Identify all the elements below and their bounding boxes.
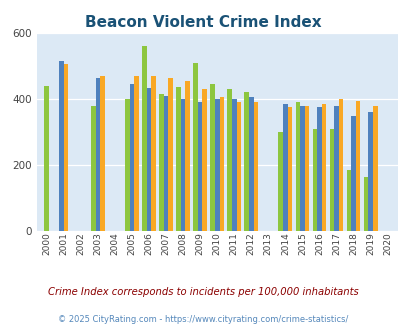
Bar (316, 107, 321, 231)
Bar (59, 61, 64, 231)
Bar (210, 84, 214, 231)
Bar (278, 132, 282, 231)
Bar (142, 46, 146, 231)
Bar (231, 99, 236, 231)
Bar (372, 106, 377, 231)
Bar (163, 96, 168, 231)
Bar (227, 89, 231, 231)
Bar (253, 102, 258, 231)
Bar (95, 78, 100, 231)
Bar (193, 63, 197, 231)
Bar (129, 84, 134, 231)
Bar (168, 78, 173, 231)
Bar (180, 99, 185, 231)
Text: Beacon Violent Crime Index: Beacon Violent Crime Index (85, 15, 320, 30)
Bar (100, 76, 104, 231)
Bar (338, 99, 343, 231)
Bar (176, 87, 180, 231)
Bar (333, 106, 338, 231)
Bar (304, 106, 309, 231)
Bar (350, 115, 355, 231)
Bar (236, 102, 241, 231)
Bar (329, 129, 333, 231)
Bar (355, 101, 360, 231)
Bar (282, 104, 287, 231)
Bar (248, 97, 253, 231)
Bar (219, 97, 224, 231)
Text: © 2025 CityRating.com - https://www.cityrating.com/crime-statistics/: © 2025 CityRating.com - https://www.city… (58, 315, 347, 324)
Bar (91, 106, 95, 231)
Bar (202, 89, 207, 231)
Bar (287, 107, 292, 231)
Bar (295, 102, 299, 231)
Bar (346, 170, 350, 231)
Bar (363, 177, 367, 231)
Bar (321, 104, 326, 231)
Bar (151, 76, 156, 231)
Bar (367, 112, 372, 231)
Bar (214, 99, 219, 231)
Text: Crime Index corresponds to incidents per 100,000 inhabitants: Crime Index corresponds to incidents per… (47, 287, 358, 297)
Bar (64, 64, 68, 231)
Bar (146, 88, 151, 231)
Bar (159, 94, 163, 231)
Bar (299, 106, 304, 231)
Bar (185, 81, 190, 231)
Bar (244, 92, 248, 231)
Bar (134, 76, 139, 231)
Bar (312, 129, 316, 231)
Bar (45, 86, 49, 231)
Bar (197, 102, 202, 231)
Bar (125, 99, 129, 231)
